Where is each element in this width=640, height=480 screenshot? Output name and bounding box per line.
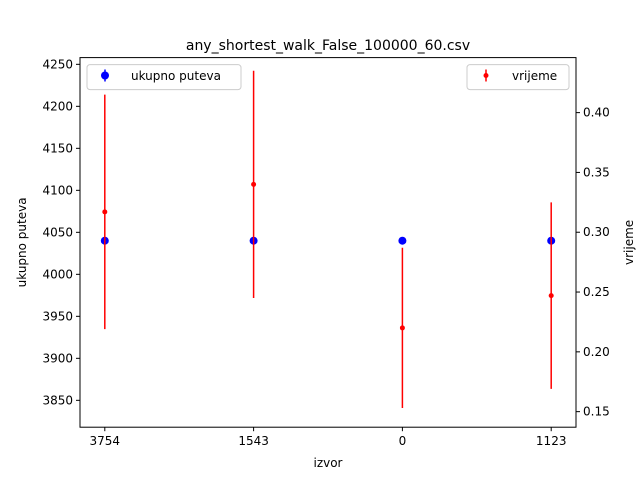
legend-left-label: ukupno puteva	[131, 69, 221, 83]
y-right-tick-label: 0.30	[583, 225, 610, 239]
legend-left-marker	[101, 71, 109, 80]
legend-right-box	[466, 64, 570, 91]
y-left-tick-label: 4000	[42, 267, 73, 281]
y-axis-right-label: vrijeme	[622, 220, 636, 265]
y-axis-right-ticks: 0.15 0.20 0.25 0.30 0.35 0.40	[576, 106, 610, 419]
y-left-tick-label: 4100	[42, 183, 73, 197]
y-axis-left-label: ukupno puteva	[15, 197, 29, 287]
series-1-point	[251, 181, 257, 187]
x-axis-label: izvor	[313, 456, 342, 470]
legend-right-marker	[483, 73, 489, 78]
y-right-tick-label: 0.40	[583, 106, 610, 120]
series-layer	[100, 70, 556, 409]
y-left-tick-label: 4250	[42, 57, 73, 71]
x-tick-label: 1543	[238, 434, 269, 448]
y-left-tick-label: 3850	[42, 393, 73, 407]
chart-title: any_shortest_walk_False_100000_60.csv	[186, 38, 470, 54]
legend-right: vrijeme	[466, 64, 570, 91]
legend-left-box	[86, 64, 242, 91]
plot-frame	[79, 57, 577, 428]
x-tick-label: 3754	[90, 434, 121, 448]
series-1-point	[102, 209, 108, 215]
plot-area	[79, 57, 577, 428]
y-left-tick-label: 4050	[42, 225, 73, 239]
y-right-tick-label: 0.15	[583, 405, 610, 419]
legend-left: ukupno puteva	[86, 64, 242, 91]
x-axis-ticks: 3754 1543 0 1123	[90, 427, 567, 448]
series-1-point	[548, 293, 554, 299]
x-tick-label: 1123	[536, 434, 567, 448]
y-left-tick-label: 4150	[42, 141, 73, 155]
y-right-tick-label: 0.35	[583, 165, 610, 179]
series-0-point	[398, 236, 407, 245]
y-left-tick-label: 4200	[42, 99, 73, 113]
series-1-point	[399, 325, 405, 331]
y-right-tick-label: 0.20	[583, 345, 610, 359]
y-left-tick-label: 3950	[42, 309, 73, 323]
legend-right-label: vrijeme	[512, 69, 557, 83]
x-tick-label: 0	[399, 434, 407, 448]
y-right-tick-label: 0.25	[583, 285, 610, 299]
y-left-tick-label: 3900	[42, 351, 73, 365]
y-axis-left-ticks: 3850 3900 3950 4000 4050 4100 4150 4200 4250	[42, 57, 80, 407]
